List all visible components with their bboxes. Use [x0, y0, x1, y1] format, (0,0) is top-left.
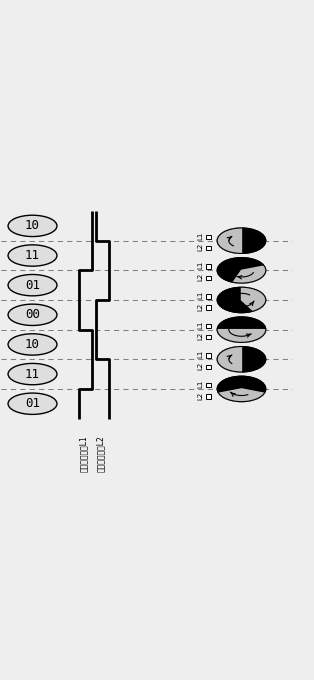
Bar — [207, 275, 211, 280]
Bar — [207, 364, 211, 369]
Text: 01: 01 — [25, 397, 40, 410]
Ellipse shape — [8, 304, 57, 326]
Ellipse shape — [217, 347, 266, 372]
Text: 11: 11 — [25, 368, 40, 381]
Bar — [207, 354, 211, 358]
Text: L2: L2 — [198, 391, 203, 400]
Text: L2: L2 — [198, 332, 203, 340]
Ellipse shape — [8, 393, 57, 414]
Bar — [207, 335, 211, 339]
Bar — [207, 324, 211, 328]
Text: 11: 11 — [25, 249, 40, 262]
Bar — [207, 246, 211, 250]
Text: L2: L2 — [198, 303, 203, 311]
Ellipse shape — [217, 317, 266, 342]
Ellipse shape — [217, 287, 266, 313]
Polygon shape — [217, 347, 241, 372]
Polygon shape — [241, 287, 266, 311]
Bar — [207, 265, 211, 269]
Ellipse shape — [8, 215, 57, 237]
Ellipse shape — [217, 376, 266, 402]
Polygon shape — [217, 330, 266, 342]
Text: L1: L1 — [198, 350, 203, 358]
Text: 翼轮传感元件L2: 翼轮传感元件L2 — [96, 435, 105, 472]
Polygon shape — [233, 266, 266, 283]
Ellipse shape — [8, 245, 57, 266]
Text: L2: L2 — [198, 243, 203, 252]
Text: L1: L1 — [198, 231, 203, 240]
Text: L2: L2 — [198, 273, 203, 281]
Polygon shape — [217, 228, 241, 254]
Ellipse shape — [8, 334, 57, 355]
Ellipse shape — [8, 275, 57, 296]
Text: 00: 00 — [25, 308, 40, 322]
Text: L1: L1 — [198, 320, 203, 328]
Bar — [207, 394, 211, 398]
Ellipse shape — [217, 258, 266, 283]
Text: 01: 01 — [25, 279, 40, 292]
Text: 10: 10 — [25, 220, 40, 233]
Ellipse shape — [217, 228, 266, 254]
Text: L2: L2 — [198, 362, 203, 370]
Text: 翼轮传感元件L1: 翼轮传感元件L1 — [79, 435, 88, 472]
Bar — [207, 305, 211, 310]
Ellipse shape — [8, 363, 57, 385]
Text: L1: L1 — [198, 379, 203, 388]
Text: L1: L1 — [198, 291, 203, 299]
Text: 10: 10 — [25, 338, 40, 351]
Bar — [207, 383, 211, 388]
Bar — [207, 294, 211, 299]
Polygon shape — [219, 389, 264, 402]
Text: L1: L1 — [198, 261, 203, 269]
Bar — [207, 235, 211, 239]
